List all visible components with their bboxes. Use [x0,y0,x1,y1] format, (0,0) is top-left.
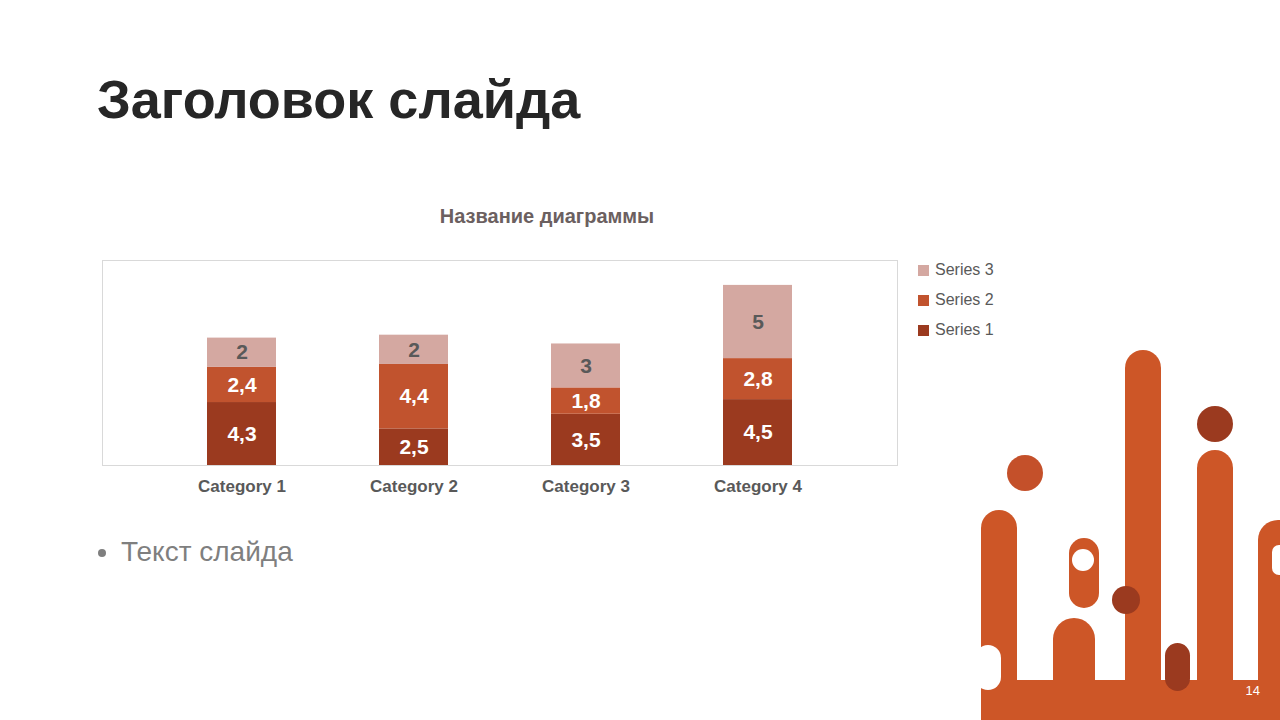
svg-text:Category 2: Category 2 [370,477,458,496]
svg-text:2: 2 [236,340,248,363]
svg-text:5: 5 [752,310,764,333]
svg-text:2: 2 [408,338,420,361]
html-text:Текст слайда: Текст слайда [121,536,293,567]
svg-text:2,5: 2,5 [399,435,429,458]
svg-text:3: 3 [580,354,592,377]
svg-text:4,4: 4,4 [399,384,429,407]
html-text:Название диаграммы: Название диаграммы [439,205,655,227]
svg-text:4,5: 4,5 [743,420,773,443]
svg-text:2,4: 2,4 [227,373,257,396]
svg-text:Category 3: Category 3 [542,477,630,496]
svg-text:Category 1: Category 1 [198,477,286,496]
html-text:Series 3: Series 3 [935,261,994,278]
svg-text:3,5: 3,5 [571,428,601,451]
svg-text:2,8: 2,8 [743,367,773,390]
html-text:14: 14 [1245,683,1260,698]
html-text:Series 1: Series 1 [935,321,994,338]
svg-text:Category 4: Category 4 [714,477,802,496]
svg-text:1,8: 1,8 [571,389,601,412]
html-text:Series 2: Series 2 [935,291,994,308]
html-text:Заголовок слайда: Заголовок слайда [97,69,581,129]
svg-text:4,3: 4,3 [227,422,256,445]
